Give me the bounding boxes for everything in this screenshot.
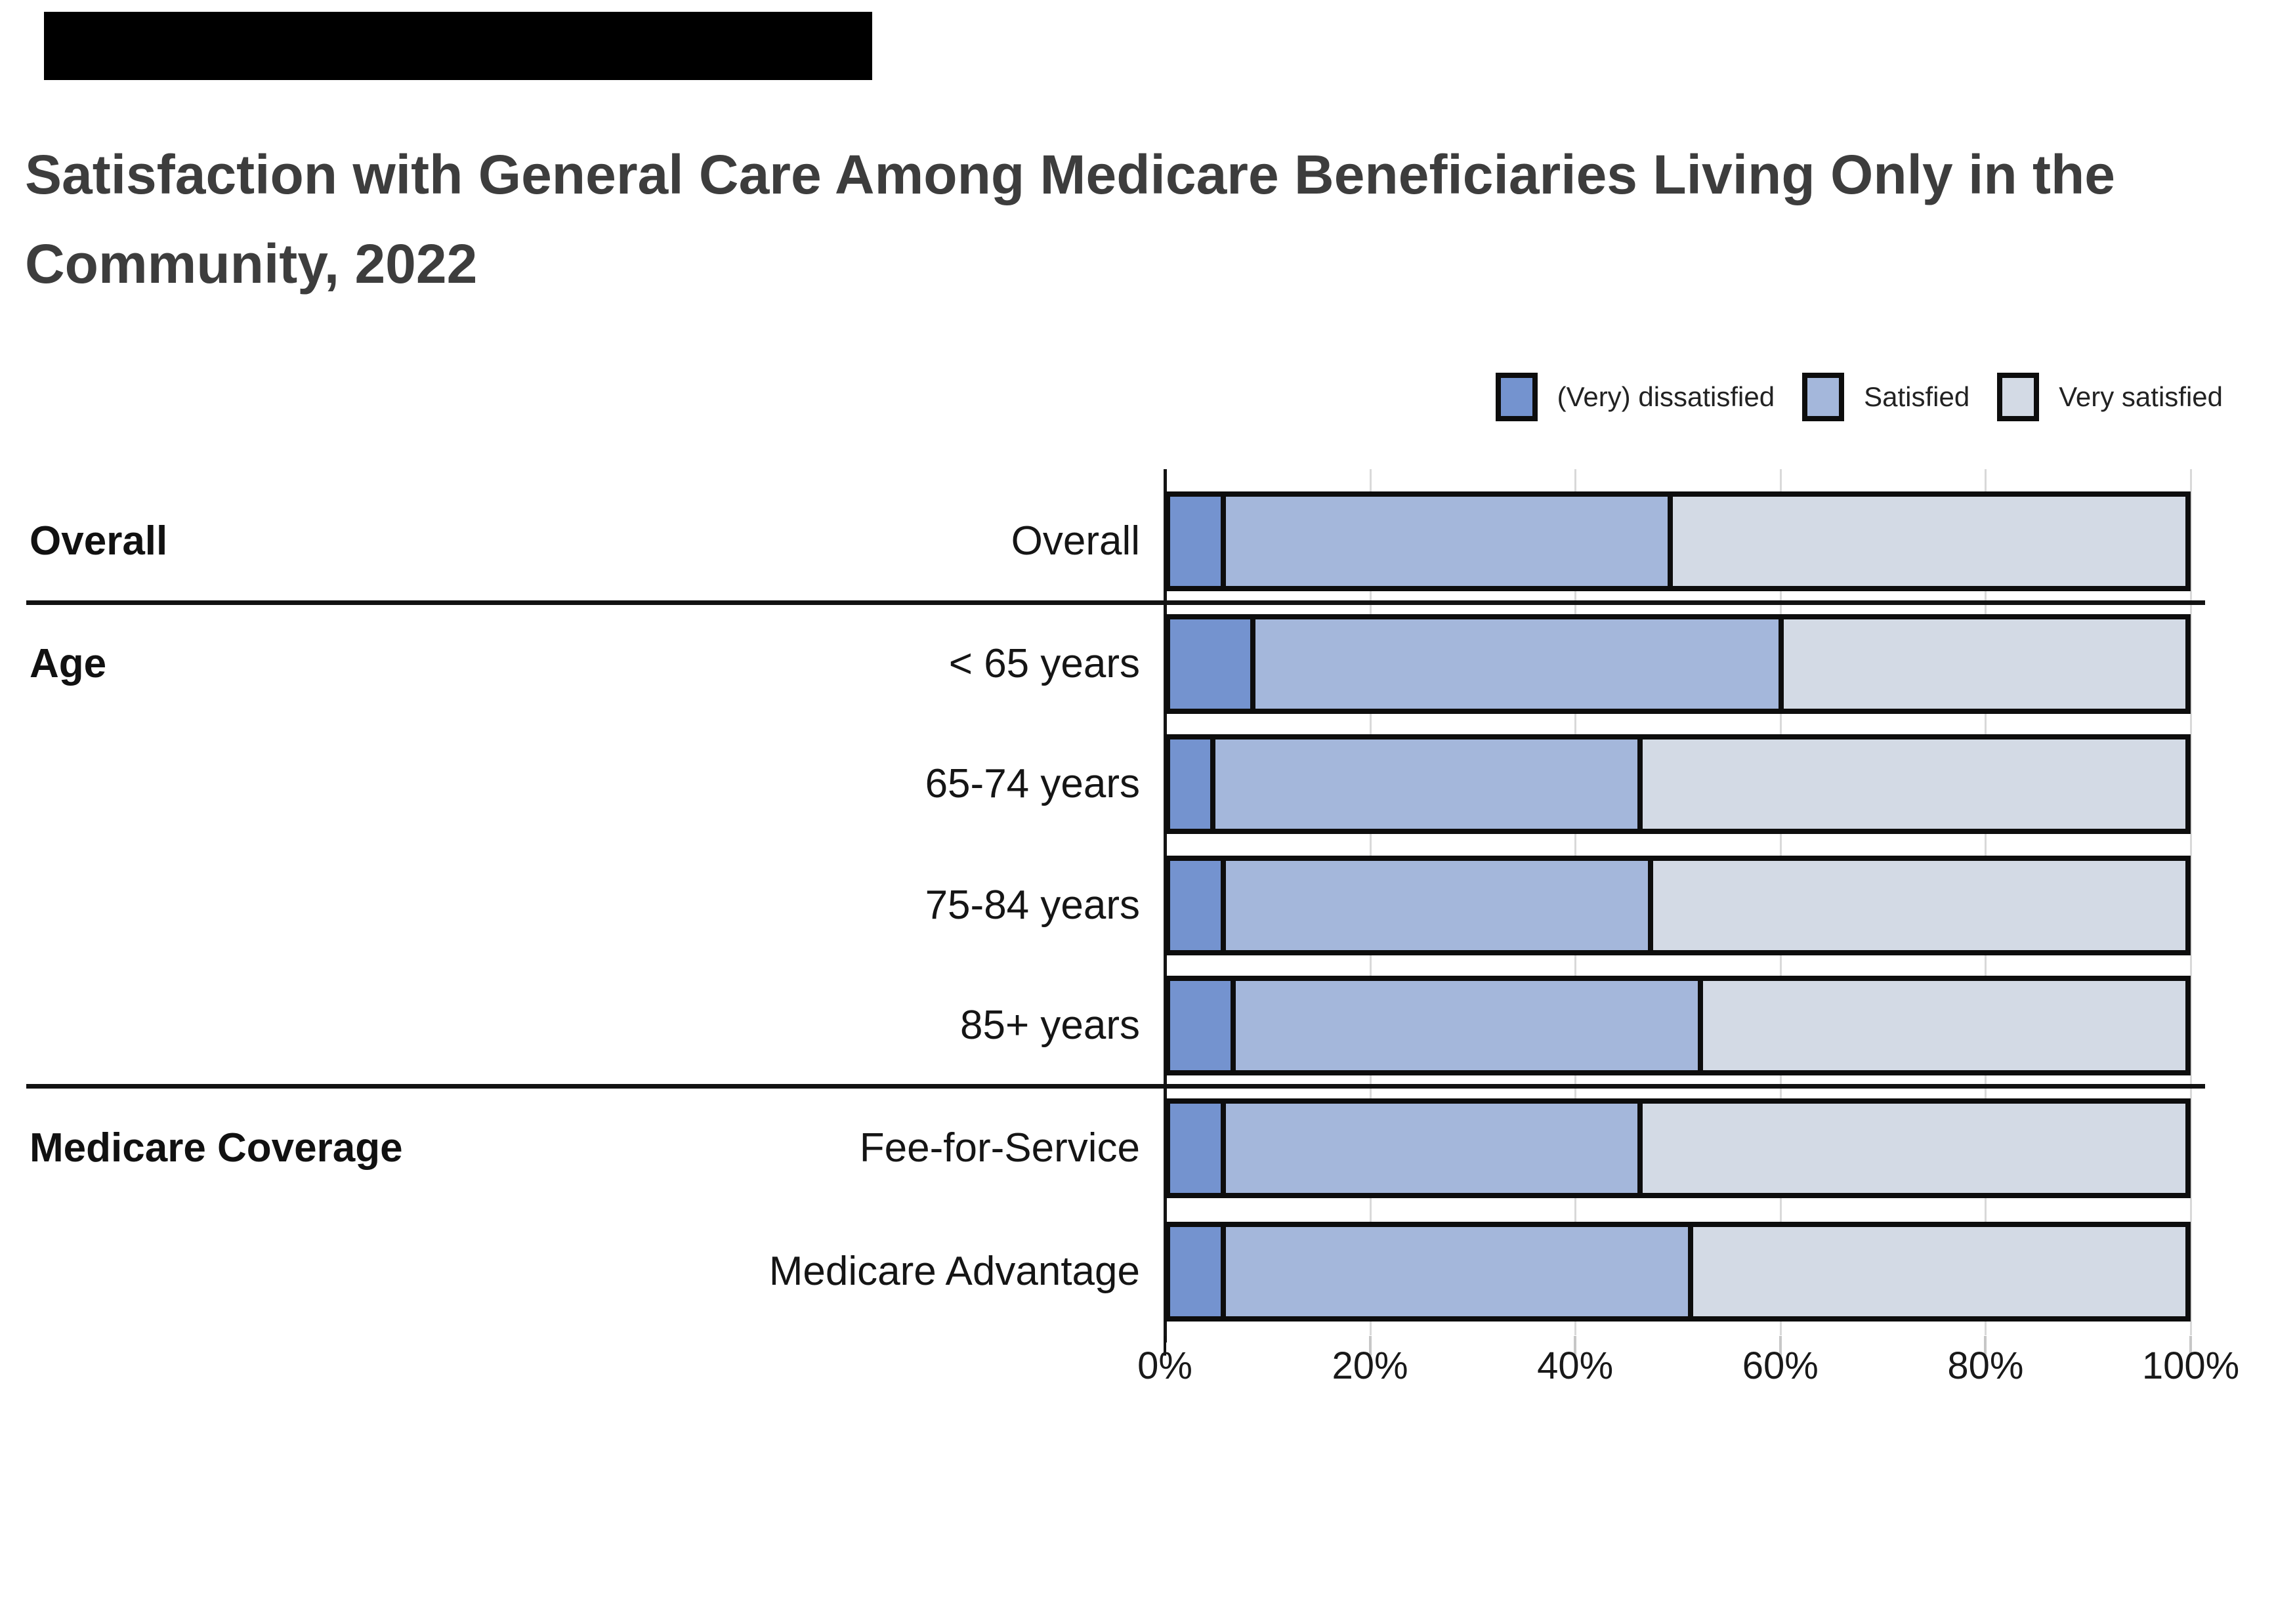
row-label: < 65 years [948,641,1140,686]
x-axis-tick-label: 100% [2141,1344,2240,1387]
gridline-100pct [2190,469,2192,1335]
x-axis-tick [1164,1336,1166,1356]
group-separator-line [26,1084,2205,1089]
segment-very-dissatisfied [1170,861,1226,950]
segment-very-satisfied [1653,861,2185,950]
row-label: Overall [1011,518,1140,564]
segment-satisfied [1225,497,1674,586]
legend-label: Very satisfied [2059,381,2223,412]
segment-very-dissatisfied [1170,1227,1226,1316]
segment-very-dissatisfied [1170,981,1236,1070]
segment-very-satisfied [1643,739,2185,829]
legend-swatch-icon [1997,373,2040,421]
segment-satisfied [1225,861,1653,950]
x-axis-tick-label: 0% [1137,1344,1192,1387]
x-axis-tick [1368,1336,1372,1356]
legend-label: Satisfied [1864,381,1970,412]
chart-title: Satisfaction with General Care Among Med… [25,144,2116,295]
group-label: Age [30,641,107,686]
row-label: 85+ years [959,1003,1140,1048]
x-axis-tick-label: 20% [1332,1344,1408,1387]
segment-satisfied [1235,981,1704,1070]
segment-very-dissatisfied [1170,497,1226,586]
segment-very-dissatisfied [1170,619,1256,709]
segment-satisfied [1215,739,1643,829]
segment-very-satisfied [1673,497,2185,586]
group-label: Overall [30,518,168,564]
bar-row-3 [1165,734,2191,834]
legend-item-2: Satisfied [1802,373,1969,421]
group-label: Medicare Coverage [30,1125,403,1171]
x-axis-tick [2189,1336,2192,1356]
segment-very-satisfied [1783,619,2186,709]
legend: (Very) dissatisfied Satisfied Very satisfi… [1495,367,2223,427]
row-label: 65-74 years [925,761,1140,806]
top-black-bar [44,12,872,80]
segment-very-dissatisfied [1170,739,1216,829]
segment-satisfied [1225,1227,1693,1316]
row-label: 75-84 years [925,883,1140,928]
row-label: Fee-for-Service [859,1125,1140,1171]
legend-label: (Very) dissatisfied [1557,381,1775,412]
x-axis-tick-label: 80% [1947,1344,2024,1387]
segment-very-dissatisfied [1170,1104,1226,1193]
segment-satisfied [1225,1104,1643,1193]
legend-item-1: (Very) dissatisfied [1495,373,1775,421]
x-axis-tick [1779,1336,1782,1356]
x-axis-tick-label: 40% [1537,1344,1614,1387]
segment-very-satisfied [1693,1227,2185,1316]
row-label: Medicare Advantage [769,1249,1140,1294]
x-axis-tick [1984,1336,1987,1356]
segment-very-satisfied [1703,981,2185,1070]
x-axis-tick-label: 60% [1742,1344,1819,1387]
group-separator-line [26,600,2205,605]
bar-row-2 [1165,614,2191,714]
bar-row-5 [1165,976,2191,1075]
segment-very-satisfied [1643,1104,2185,1193]
bar-row-7 [1165,1222,2191,1322]
bar-row-1 [1165,491,2191,591]
legend-item-3: Very satisfied [1997,373,2223,421]
legend-swatch-icon [1802,373,1845,421]
bar-row-6 [1165,1098,2191,1198]
bar-row-4 [1165,856,2191,955]
segment-satisfied [1255,619,1784,709]
legend-swatch-icon [1495,373,1538,421]
x-axis-tick [1574,1336,1577,1356]
